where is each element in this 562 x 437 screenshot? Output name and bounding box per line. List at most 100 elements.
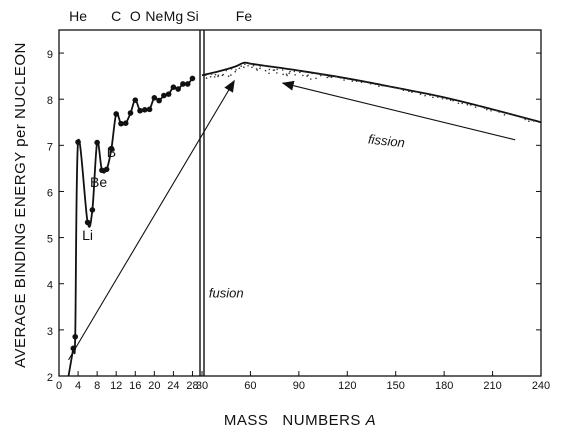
point-label-be: Be xyxy=(90,174,107,190)
scatter-dot-9 xyxy=(222,73,224,76)
scatter-dot-99 xyxy=(490,109,492,112)
scatter-dot-67 xyxy=(355,80,358,83)
y-ticks: 2 3 4 5 6 7 8 9 xyxy=(47,49,541,384)
scatter-dot-58 xyxy=(328,75,330,78)
scatter-dot-11 xyxy=(227,75,230,77)
scatter-dot-43 xyxy=(294,74,296,76)
scatter-dot-21 xyxy=(248,63,251,65)
scatter-dot-52 xyxy=(313,72,316,75)
scatter-dot-47 xyxy=(303,70,305,73)
scatter-dot-26 xyxy=(259,65,262,67)
scatter-dots xyxy=(205,63,535,123)
scatter-dot-0 xyxy=(205,77,208,79)
data-point-14 xyxy=(132,97,139,103)
x-tick-label-left-1: 4 xyxy=(75,380,81,392)
scatter-dot-40 xyxy=(288,72,291,75)
top-element-labels: He C O Ne Mg Si Fe xyxy=(69,8,252,24)
x-ticks-left: 0 4 8 12 16 20 24 28 xyxy=(56,371,199,392)
scatter-dot-27 xyxy=(259,67,261,70)
x-axis-title: MASS NUMBERS A xyxy=(224,412,376,429)
scatter-dot-91 xyxy=(457,102,460,105)
scatter-dot-2 xyxy=(209,75,212,78)
data-point-7 xyxy=(99,167,105,174)
scatter-dot-78 xyxy=(402,89,405,92)
scatter-dot-31 xyxy=(268,68,271,71)
scatter-dot-41 xyxy=(289,70,291,73)
y-tick-label-6: 8 xyxy=(47,95,53,107)
scatter-dot-87 xyxy=(441,97,444,100)
scatter-dot-106 xyxy=(521,116,524,119)
scatter-dot-55 xyxy=(319,73,322,76)
top-element-label-mg: Mg xyxy=(164,8,183,24)
y-tick-label-3: 5 xyxy=(47,234,53,246)
scatter-dot-86 xyxy=(436,96,439,98)
data-point-19 xyxy=(156,97,162,104)
x-tick-label-left-7: 28 xyxy=(186,380,198,392)
y-tick-label-0: 2 xyxy=(47,372,53,384)
scatter-dot-20 xyxy=(247,65,249,67)
scatter-dot-90 xyxy=(452,99,454,102)
scatter-dot-100 xyxy=(495,109,497,112)
scatter-dot-69 xyxy=(365,80,368,83)
x-axis-title-variable: A xyxy=(365,412,377,429)
x-tick-label-right-0: 30 xyxy=(196,380,208,392)
point-label-li: Li xyxy=(82,227,93,243)
scatter-dot-23 xyxy=(251,66,253,69)
top-element-label-he: He xyxy=(69,8,87,24)
data-point-21 xyxy=(165,91,172,97)
y-tick-label-5: 7 xyxy=(47,141,53,153)
scatter-dot-33 xyxy=(272,69,275,71)
scatter-dot-84 xyxy=(429,94,431,97)
x-tick-label-left-2: 8 xyxy=(94,380,100,392)
light-nuclei-curve xyxy=(67,77,194,377)
heavy-nuclei-curve xyxy=(201,61,542,124)
data-point-8 xyxy=(103,166,110,173)
data-point-6 xyxy=(94,139,100,146)
data-point-12 xyxy=(122,120,129,126)
scatter-dot-44 xyxy=(299,71,301,74)
scatter-dot-17 xyxy=(238,67,241,70)
scatter-dot-28 xyxy=(264,65,266,67)
data-point-5 xyxy=(89,207,96,213)
scatter-dot-66 xyxy=(351,80,354,82)
scatter-dot-64 xyxy=(343,79,345,81)
data-point-3 xyxy=(75,139,81,145)
x-tick-label-left-6: 24 xyxy=(167,380,179,392)
scatter-dot-93 xyxy=(466,103,469,106)
data-point-17 xyxy=(146,106,153,113)
top-element-label-fe: Fe xyxy=(236,8,253,24)
fusion-annotation: fusion xyxy=(209,286,244,301)
scatter-dot-105 xyxy=(516,115,519,117)
scatter-dot-10 xyxy=(225,69,228,72)
data-point-15 xyxy=(137,107,143,114)
y-tick-label-4: 6 xyxy=(47,187,53,199)
scatter-dot-95 xyxy=(474,106,477,108)
scatter-dot-35 xyxy=(276,72,278,74)
scatter-dot-102 xyxy=(503,114,506,116)
x-tick-label-right-2: 90 xyxy=(293,380,305,392)
scatter-dot-39 xyxy=(285,73,288,75)
scatter-dot-36 xyxy=(281,69,284,71)
scatter-dot-4 xyxy=(213,76,216,78)
scatter-dot-29 xyxy=(264,69,267,72)
top-element-label-c: C xyxy=(111,8,121,24)
scatter-dot-25 xyxy=(256,69,258,71)
scatter-dot-5 xyxy=(214,73,217,76)
scatter-dot-77 xyxy=(398,87,401,90)
x-tick-label-right-6: 210 xyxy=(483,380,501,392)
scatter-dot-81 xyxy=(416,91,419,93)
data-point-11 xyxy=(118,120,124,127)
data-point-13 xyxy=(127,110,134,116)
y-tick-label-2: 4 xyxy=(47,280,53,292)
scatter-dot-14 xyxy=(235,69,237,71)
scatter-dot-94 xyxy=(469,104,472,106)
scatter-dot-57 xyxy=(321,73,324,76)
scatter-dot-30 xyxy=(268,72,270,75)
data-point-26 xyxy=(189,75,196,82)
data-point-9 xyxy=(108,145,115,152)
scatter-dot-61 xyxy=(331,75,334,78)
scatter-dot-13 xyxy=(230,74,232,76)
scatter-dot-12 xyxy=(230,68,233,70)
scatter-dot-75 xyxy=(389,85,391,88)
x-tick-label-left-0: 0 xyxy=(56,380,62,392)
